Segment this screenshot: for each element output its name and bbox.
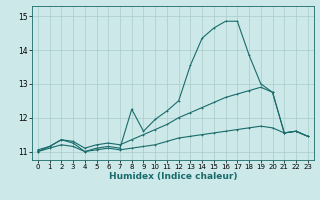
X-axis label: Humidex (Indice chaleur): Humidex (Indice chaleur) xyxy=(108,172,237,181)
